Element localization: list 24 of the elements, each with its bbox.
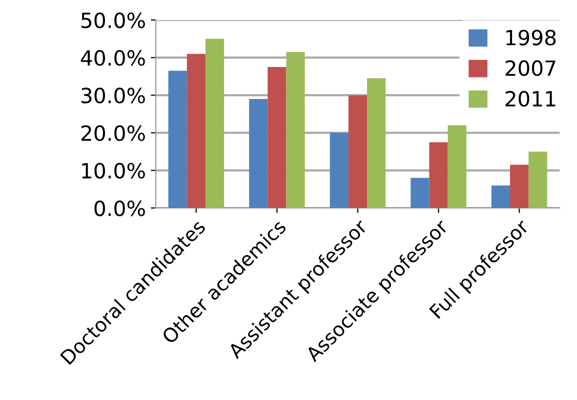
- y-tick-label: 20.0%: [81, 125, 145, 142]
- bar: [168, 70, 187, 208]
- bar: [186, 54, 206, 208]
- bar: [510, 164, 529, 208]
- bar: [268, 67, 286, 208]
- bar: [330, 132, 348, 208]
- bar: [286, 52, 305, 208]
- bar: [367, 78, 386, 208]
- bar: [448, 125, 466, 208]
- bar: [205, 38, 224, 208]
- bar: [249, 98, 268, 208]
- bar: [410, 178, 430, 208]
- y-tick-label: 50.0%: [81, 12, 145, 28]
- y-tick-label: 40.0%: [80, 50, 145, 66]
- legend-label: 1998: [506, 30, 556, 46]
- y-tick-label: 30.0%: [81, 88, 145, 104]
- bar: [429, 142, 448, 208]
- y-tick-label: 10.0%: [82, 162, 145, 179]
- legend-label: 2011: [506, 90, 556, 107]
- y-tick-label: 0.0%: [94, 200, 145, 216]
- bar: [528, 152, 548, 208]
- bar: [348, 95, 368, 208]
- bar: [491, 185, 510, 208]
- legend-label: 2007: [506, 60, 556, 76]
